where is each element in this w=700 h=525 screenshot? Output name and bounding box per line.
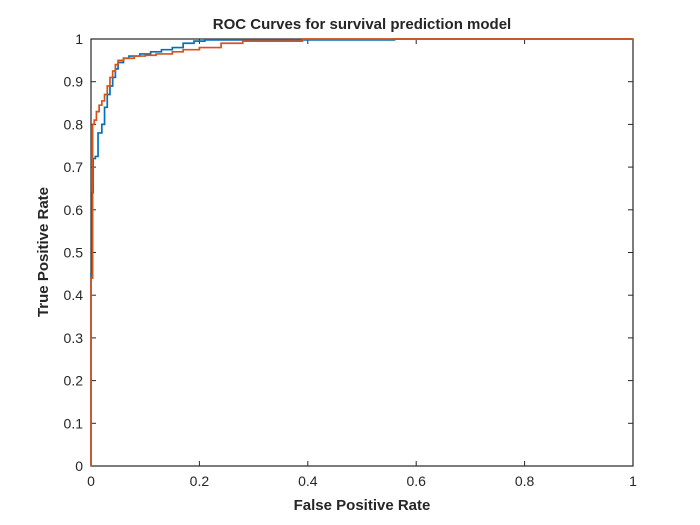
x-tick-label: 1 [629,473,637,489]
x-tick-label: 0 [87,473,95,489]
y-tick-label: 0.8 [64,116,84,132]
x-tick-label: 0.6 [406,473,426,489]
x-axis-label: False Positive Rate [294,497,431,514]
chart-title: ROC Curves for survival prediction model [213,16,511,33]
plot-area [90,38,634,467]
y-tick-label: 0.7 [64,159,84,175]
y-tick-label: 0.3 [64,330,84,346]
roc-curve-2 [90,38,633,466]
x-tick-label: 0.4 [298,473,318,489]
x-tick-label: 0.2 [190,473,210,489]
y-tick-label: 0 [75,458,83,474]
y-tick-label: 0.4 [64,287,84,303]
y-tick-label: 0.6 [64,202,84,218]
series-layer [90,38,633,466]
y-tick-label: 0.2 [64,373,84,389]
x-tick-label: 0.8 [515,473,535,489]
y-tick-label: 1 [75,31,83,47]
y-tick-label: 0.1 [64,415,84,431]
axis-ticks: 0 0.2 0.4 0.6 0.8 1 0 0.1 0.2 0.3 0.4 0.5 0.6 0.7 0.8 0… [64,31,638,489]
roc-curve-1 [90,38,633,466]
y-tick-label: 0.9 [64,74,84,90]
y-tick-label: 0.5 [64,245,84,261]
y-axis-label: True Positive Rate [35,187,52,317]
